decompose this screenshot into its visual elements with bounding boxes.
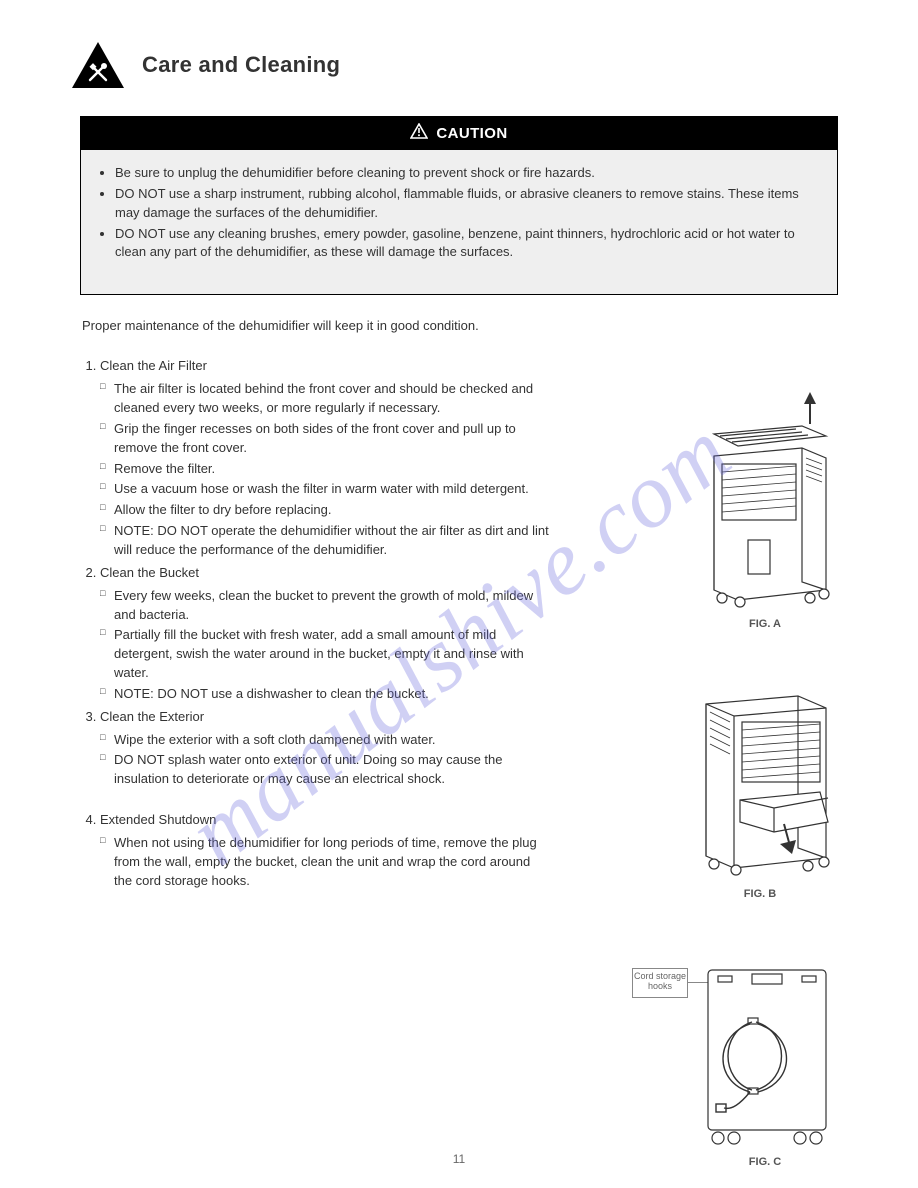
step-sub: Every few weeks, clean the bucket to pre…	[100, 587, 550, 625]
warning-icon	[410, 123, 428, 143]
step-title: Clean the Air Filter	[100, 358, 207, 373]
step-sub: Partially fill the bucket with fresh wat…	[100, 626, 550, 683]
step-sub: When not using the dehumidifier for long…	[100, 834, 550, 891]
step-sub: Remove the filter.	[100, 460, 550, 479]
caution-item: Be sure to unplug the dehumidifier befor…	[115, 164, 819, 183]
cord-callout: Cord storage hooks	[632, 968, 688, 998]
caution-item: DO NOT use a sharp instrument, rubbing a…	[115, 185, 819, 223]
step-clean-exterior: Clean the Exterior Wipe the exterior wit…	[100, 708, 550, 789]
page-number: 11	[0, 1152, 918, 1166]
step-sub: NOTE: DO NOT operate the dehumidifier wi…	[100, 522, 550, 560]
figure-b: FIG. B	[680, 672, 840, 900]
caution-body: Be sure to unplug the dehumidifier befor…	[81, 150, 837, 294]
figure-a: FIG. A	[690, 392, 840, 630]
step-clean-filter: Clean the Air Filter The air filter is l…	[100, 357, 550, 559]
step-sub: Wipe the exterior with a soft cloth damp…	[100, 731, 550, 750]
step-title: Clean the Exterior	[100, 709, 204, 724]
step-sub: Use a vacuum hose or wash the filter in …	[100, 480, 550, 499]
figure-c: FIG. C	[690, 960, 840, 1168]
figure-a-label: FIG. A	[690, 618, 840, 630]
caution-label: CAUTION	[436, 125, 507, 142]
step-title: Clean the Bucket	[100, 565, 199, 580]
caution-item: DO NOT use any cleaning brushes, emery p…	[115, 225, 819, 263]
figure-b-label: FIG. B	[680, 888, 840, 900]
tools-triangle-icon	[70, 40, 126, 90]
step-clean-bucket: Clean the Bucket Every few weeks, clean …	[100, 564, 550, 704]
step-sub: Allow the filter to dry before replacing…	[100, 501, 550, 520]
caution-panel: CAUTION Be sure to unplug the dehumidifi…	[80, 116, 838, 295]
page-title: Care and Cleaning	[142, 52, 340, 78]
step-sub: Grip the finger recesses on both sides o…	[100, 420, 550, 458]
step-sub: NOTE: DO NOT use a dishwasher to clean t…	[100, 685, 550, 704]
step-sub: DO NOT splash water onto exterior of uni…	[100, 751, 550, 789]
maintenance-steps: Clean the Air Filter The air filter is l…	[82, 357, 550, 890]
step-extended-shutdown: Extended Shutdown When not using the deh…	[100, 811, 550, 890]
step-title: Extended Shutdown	[100, 812, 216, 827]
step-sub: The air filter is located behind the fro…	[100, 380, 550, 418]
intro-text: Proper maintenance of the dehumidifier w…	[82, 317, 836, 335]
caution-header: CAUTION	[81, 117, 837, 150]
